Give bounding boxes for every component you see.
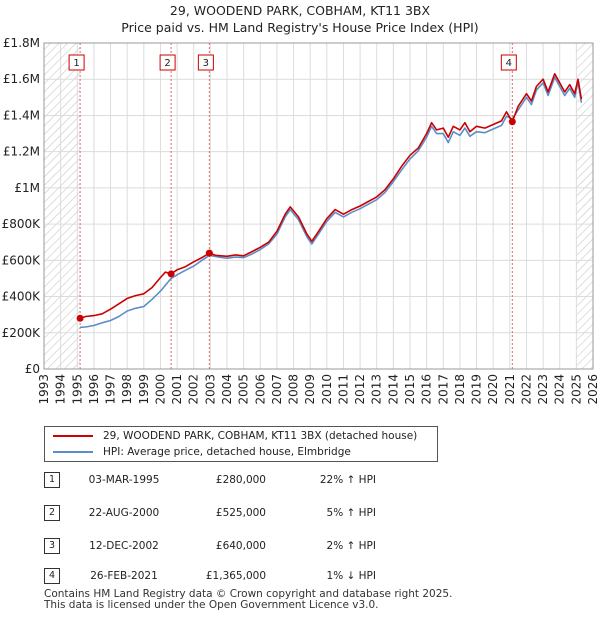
sale-label-text: 3 xyxy=(203,58,209,69)
sale-date: 12-DEC-2002 xyxy=(89,540,159,552)
x-tick-label: 1995 xyxy=(70,374,84,405)
sale-label-text: 1 xyxy=(73,58,79,69)
x-tick-label: 2022 xyxy=(519,374,533,405)
x-tick-label: 2013 xyxy=(370,374,384,405)
x-tick-label: 1993 xyxy=(37,374,51,405)
sale-number-badge: 2 xyxy=(44,505,60,521)
legend-item-property: 29, WOODEND PARK, COBHAM, KT11 3BX (deta… xyxy=(53,428,417,444)
sale-number-badge: 3 xyxy=(44,538,60,554)
x-tick-label: 2007 xyxy=(270,374,284,405)
y-tick-label: £1.6M xyxy=(3,72,40,86)
x-tick-label: 2006 xyxy=(253,374,267,405)
sale-price: £1,365,000 xyxy=(205,570,266,582)
sale-number-badge: 4 xyxy=(44,568,60,584)
legend-label-hpi: HPI: Average price, detached house, Elmb… xyxy=(103,446,351,458)
x-tick-label: 1996 xyxy=(87,374,101,405)
title-line-1: 29, WOODEND PARK, COBHAM, KT11 3BX xyxy=(169,3,431,18)
sale-date: 03-MAR-1995 xyxy=(88,474,160,486)
sale-number-badge: 1 xyxy=(44,472,60,488)
title-line-2: Price paid vs. HM Land Registry's House … xyxy=(121,20,479,35)
sale-price: £525,000 xyxy=(215,507,266,519)
x-tick-label: 2005 xyxy=(237,374,251,405)
y-tick-label: £200K xyxy=(2,326,42,340)
sale-price: £640,000 xyxy=(215,540,266,552)
sale-hpi-diff: 22% ↑ HPI xyxy=(319,474,376,486)
legend-item-hpi: HPI: Average price, detached house, Elmb… xyxy=(53,444,351,460)
sale-row: 1 03-MAR-1995 £280,000 22% ↑ HPI xyxy=(44,472,444,490)
sale-point xyxy=(205,249,213,257)
price-chart: £0 £200K £400K £600K £800K £1M £1.2M £1.4M £1.6M… xyxy=(2,36,600,405)
sale-hpi-diff: 5% ↑ HPI xyxy=(326,507,376,519)
x-tick-label: 1998 xyxy=(120,374,134,405)
x-tick-label: 2016 xyxy=(420,374,434,405)
x-tick-label: 2011 xyxy=(336,374,350,405)
sale-hpi-diff: 2% ↑ HPI xyxy=(326,540,376,552)
sale-row: 2 22-AUG-2000 £525,000 5% ↑ HPI xyxy=(44,505,444,523)
x-tick-label: 2019 xyxy=(470,374,484,405)
x-tick-label: 2017 xyxy=(436,374,450,405)
sale-price: £280,000 xyxy=(215,474,266,486)
sale-label-box xyxy=(159,54,176,71)
y-tick-label: £1.2M xyxy=(3,145,40,159)
legend-swatch-hpi xyxy=(53,451,93,453)
footer-line-2: This data is licensed under the Open Gov… xyxy=(44,599,379,611)
x-tick-label: 2021 xyxy=(503,374,517,405)
legend-swatch-property xyxy=(53,435,93,437)
y-tick-label: £1.8M xyxy=(3,36,40,50)
x-tick-label: 2003 xyxy=(203,374,217,405)
sale-hpi-diff: 1% ↓ HPI xyxy=(326,570,376,582)
x-tick-label: 2015 xyxy=(403,374,417,405)
sale-row: 4 26-FEB-2021 £1,365,000 1% ↓ HPI xyxy=(44,568,444,586)
x-tick-label: 2001 xyxy=(170,374,184,405)
x-tick-label: 2012 xyxy=(353,374,367,405)
hpi-line xyxy=(80,76,583,329)
x-tick-label: 2020 xyxy=(486,374,500,405)
x-tick-label: 2014 xyxy=(386,374,400,405)
x-tick-label: 1999 xyxy=(137,374,151,405)
legend-label-property: 29, WOODEND PARK, COBHAM, KT11 3BX (deta… xyxy=(103,430,418,442)
sale-date: 22-AUG-2000 xyxy=(88,507,160,519)
hatched-region xyxy=(44,43,81,369)
footer-attribution: Contains HM Land Registry data © Crown c… xyxy=(44,589,452,611)
y-tick-label: £800K xyxy=(2,217,42,231)
sale-date: 26-FEB-2021 xyxy=(90,570,158,582)
x-tick-label: 2010 xyxy=(320,374,334,405)
sale-label-box xyxy=(197,54,214,71)
x-tick-label: 2025 xyxy=(569,374,583,405)
y-tick-label: £0 xyxy=(25,362,40,376)
plot-frame xyxy=(43,42,594,370)
x-tick-label: 2026 xyxy=(586,374,600,405)
x-tick-label: 1997 xyxy=(104,374,118,405)
plot-background xyxy=(44,43,593,369)
x-tick-label: 2008 xyxy=(287,374,301,405)
sale-row: 3 12-DEC-2002 £640,000 2% ↑ HPI xyxy=(44,538,444,556)
sale-point xyxy=(167,270,175,278)
y-tick-label: £600K xyxy=(2,253,42,267)
hatched-region xyxy=(576,43,593,369)
sale-point xyxy=(76,314,84,322)
x-tick-label: 1994 xyxy=(54,374,68,405)
x-tick-label: 2000 xyxy=(153,374,167,405)
sale-label-box xyxy=(500,54,517,71)
x-tick-label: 2018 xyxy=(453,374,467,405)
sale-label-text: 4 xyxy=(506,58,512,69)
x-tick-label: 2002 xyxy=(187,374,201,405)
y-tick-label: £1M xyxy=(14,181,40,195)
footer-line-1: Contains HM Land Registry data © Crown c… xyxy=(44,588,453,600)
chart-title: 29, WOODEND PARK, COBHAM, KT11 3BX Price… xyxy=(0,2,600,36)
sale-label-box xyxy=(68,54,85,71)
x-tick-label: 2009 xyxy=(303,374,317,405)
sale-label-text: 2 xyxy=(164,58,170,69)
legend: 29, WOODEND PARK, COBHAM, KT11 3BX (deta… xyxy=(44,426,438,462)
y-tick-label: £400K xyxy=(2,290,42,304)
x-tick-label: 2024 xyxy=(553,374,567,405)
y-tick-label: £1.4M xyxy=(3,108,40,122)
sale-point xyxy=(508,118,516,126)
x-tick-label: 2023 xyxy=(536,374,550,405)
x-tick-label: 2004 xyxy=(220,374,234,405)
